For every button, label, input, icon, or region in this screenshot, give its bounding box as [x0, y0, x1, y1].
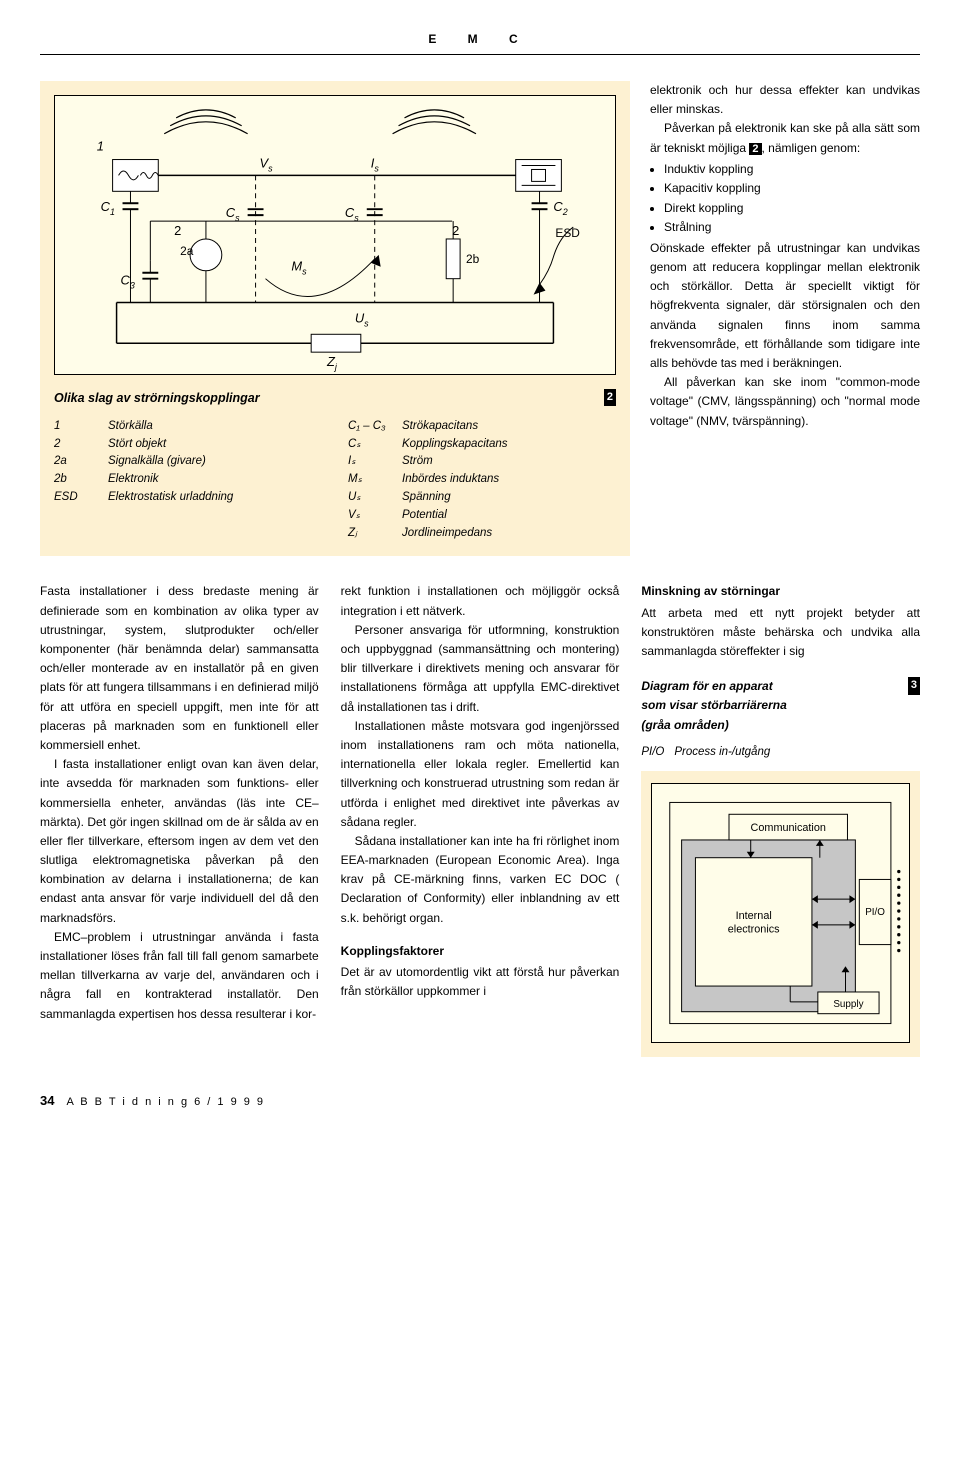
rc-bullets: Induktiv kopplingKapacitiv kopplingDirek…	[650, 160, 920, 237]
fig3-legend-k: PI/O	[641, 743, 664, 761]
svg-text:C2: C2	[553, 199, 567, 217]
column-a: Fasta installationer i dess bredaste men…	[40, 582, 319, 1057]
figure-3-svg: Communication Internal electronics PI/O	[652, 784, 909, 1042]
rc-p4: All påverkan kan ske inom "common-mode v…	[650, 373, 920, 431]
label-C3-sub: 3	[130, 281, 135, 291]
header-rule	[40, 54, 920, 55]
fig3-comm: Communication	[751, 822, 826, 834]
label-Ms-sub: s	[302, 267, 307, 277]
three-columns: Fasta installationer i dess bredaste men…	[40, 582, 920, 1057]
svg-text:Zj: Zj	[326, 354, 338, 372]
figure-3-number: 3	[908, 677, 920, 695]
fig3-int1: Internal	[736, 910, 772, 922]
rc-p2-ref: 2	[749, 143, 761, 155]
publication-name: A B B T i d n i n g 6 / 1 9 9 9	[66, 1094, 265, 1111]
b-p5: Det är av utomordentlig vikt att förstå …	[341, 963, 620, 1001]
top-row: 1 C1 C3 2	[40, 81, 920, 556]
legend-right: C₁ – C₃StrökapacitansCₛKopplingskapacita…	[348, 418, 616, 543]
c-subhead: Minskning av störningar	[641, 582, 920, 601]
figure-2-caption: Olika slag av strörningskopplingar 2	[54, 389, 616, 408]
svg-text:Is: Is	[371, 155, 380, 173]
rc-p2b: , nämligen genom:	[762, 141, 861, 155]
label-2a: 2a	[180, 244, 194, 258]
label-Zj-sub: j	[334, 362, 338, 372]
fig3-t3: (gråa områden)	[641, 718, 728, 732]
label-C2-sub: 2	[562, 207, 568, 217]
right-text-column: elektronik och hur dessa effekter kan un…	[650, 81, 920, 556]
legend-row: IₛStröm	[348, 453, 616, 471]
a-p3: EMC–problem i utrustningar använda i fas…	[40, 928, 319, 1024]
figure-3: Communication Internal electronics PI/O	[641, 771, 920, 1057]
bullet-item: Direkt koppling	[664, 199, 920, 218]
label-Ms: M	[291, 259, 302, 274]
bullet-item: Strålning	[664, 218, 920, 237]
column-b: rekt funktion i installationen och möjli…	[341, 582, 620, 1057]
svg-text:Ms: Ms	[291, 259, 307, 277]
label-Us-sub: s	[364, 318, 369, 328]
label-1: 1	[97, 139, 104, 154]
a-p1: Fasta installationer i dess bredaste men…	[40, 582, 319, 755]
fig3-pio: PI/O	[866, 907, 886, 918]
legend-row: 2aSignalkälla (givare)	[54, 453, 322, 471]
legend-row: MₛInbördes induktans	[348, 471, 616, 489]
c-p1: Att arbeta med ett nytt projekt betyder …	[641, 604, 920, 662]
fig3-supply: Supply	[834, 999, 864, 1010]
label-2b: 2b	[466, 252, 480, 266]
legend-row: ZⱼJordlineimpedans	[348, 525, 616, 543]
fig3-t2: som visar störbarriärerna	[641, 698, 786, 712]
fig3-int2: electronics	[728, 924, 780, 936]
svg-text:C3: C3	[121, 273, 135, 291]
legend-row: 2Stört objekt	[54, 436, 322, 454]
figure-3-title-lines: Diagram för en apparat som visar störbar…	[641, 677, 786, 735]
header-letters: E M C	[40, 30, 920, 48]
svg-text:Cs: Cs	[226, 205, 240, 223]
fig3-legend-v: Process in-/utgång	[674, 743, 770, 761]
page: E M C	[0, 0, 960, 1131]
rc-p1: elektronik och hur dessa effekter kan un…	[650, 81, 920, 119]
figure-3-legend: PI/O Process in-/utgång	[641, 743, 920, 761]
legend-row: VₛPotential	[348, 507, 616, 525]
svg-text:Cs: Cs	[345, 205, 359, 223]
fig3-t1: Diagram för en apparat	[641, 679, 772, 693]
b-p4: Sådana installationer kan inte ha fri rö…	[341, 832, 620, 928]
label-Csb-sub: s	[354, 213, 359, 223]
circuit-svg: 1 C1 C3 2	[55, 96, 615, 374]
rc-p2: Påverkan på elektronik kan ske på alla s…	[650, 119, 920, 158]
label-Csa-sub: s	[235, 213, 240, 223]
b-p1: rekt funktion i installationen och möjli…	[341, 582, 620, 620]
bullet-item: Kapacitiv koppling	[664, 179, 920, 198]
figure-2-title: Olika slag av strörningskopplingar	[54, 389, 260, 408]
figure-3-svg-wrap: Communication Internal electronics PI/O	[651, 783, 910, 1043]
svg-text:C1: C1	[101, 199, 115, 217]
label-Is-sub: s	[374, 163, 379, 173]
circuit-diagram: 1 C1 C3 2	[54, 95, 616, 375]
page-number: 34	[40, 1091, 54, 1111]
legend-row: C₁ – C₃Strökapacitans	[348, 418, 616, 436]
figure-3-title: Diagram för en apparat som visar störbar…	[641, 677, 920, 735]
b-subhead: Kopplingsfaktorer	[341, 942, 620, 961]
figure-2-number: 2	[604, 389, 616, 406]
figure-2-legend: 1Störkälla2Stört objekt2aSignalkälla (gi…	[54, 418, 616, 543]
column-c: Minskning av störningar Att arbeta med e…	[641, 582, 920, 1057]
label-ESD: ESD	[555, 226, 580, 240]
legend-row: 1Störkälla	[54, 418, 322, 436]
rc-p3: Oönskade effekter på utrustningar kan un…	[650, 239, 920, 373]
a-p2: I fasta installationer enligt ovan kan ä…	[40, 755, 319, 928]
label-2-left: 2	[174, 223, 181, 238]
legend-row: CₛKopplingskapacitans	[348, 436, 616, 454]
b-p3: Installationen måste motsvara god ingenj…	[341, 717, 620, 832]
svg-text:Us: Us	[355, 310, 369, 328]
legend-row: 2bElektronik	[54, 471, 322, 489]
legend-row: ESDElektrostatisk urladdning	[54, 489, 322, 507]
label-C1-sub: 1	[110, 207, 115, 217]
legend-row: UₛSpänning	[348, 489, 616, 507]
label-Vs-sub: s	[268, 163, 273, 173]
legend-left: 1Störkälla2Stört objekt2aSignalkälla (gi…	[54, 418, 322, 543]
svg-text:Vs: Vs	[260, 155, 274, 173]
bullet-item: Induktiv koppling	[664, 160, 920, 179]
figure-2: 1 C1 C3 2	[40, 81, 630, 556]
b-p2: Personer ansvariga för utformning, konst…	[341, 621, 620, 717]
footer: 34 A B B T i d n i n g 6 / 1 9 9 9	[40, 1091, 920, 1111]
